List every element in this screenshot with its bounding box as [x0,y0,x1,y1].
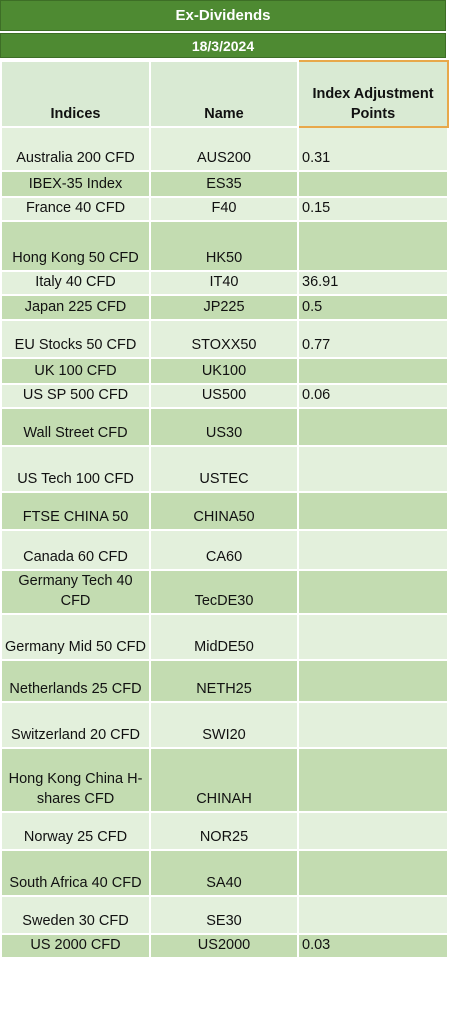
adjustment-points-cell[interactable] [297,529,449,571]
table-row: UK 100 CFD UK100 [0,357,449,385]
table-row: Wall Street CFD US30 [0,407,449,447]
name-cell[interactable]: IT40 [149,270,299,296]
name-cell[interactable]: US30 [149,407,299,447]
table-row: FTSE CHINA 50 CHINA50 [0,491,449,531]
table-row: Sweden 30 CFD SE30 [0,895,449,935]
name-cell[interactable]: CA60 [149,529,299,571]
name-cell[interactable]: TecDE30 [149,569,299,615]
adjustment-points-cell[interactable]: 36.91 [297,270,449,296]
adjustment-points-cell[interactable] [297,569,449,615]
index-cell[interactable]: Wall Street CFD [0,407,151,447]
adjustment-points-cell[interactable]: 0.15 [297,196,449,222]
name-cell[interactable]: USTEC [149,445,299,493]
name-cell[interactable]: SE30 [149,895,299,935]
index-cell[interactable]: Norway 25 CFD [0,811,151,851]
adjustment-points-cell[interactable] [297,445,449,493]
adjustment-points-cell[interactable]: 0.5 [297,294,449,321]
table-row: Germany Tech 40 CFD TecDE30 [0,569,449,615]
name-cell[interactable]: ES35 [149,170,299,198]
table-row: Germany Mid 50 CFD MidDE50 [0,613,449,661]
name-cell[interactable]: NOR25 [149,811,299,851]
table-row: Australia 200 CFD AUS200 0.31 [0,126,449,172]
index-cell[interactable]: UK 100 CFD [0,357,151,385]
adjustment-points-cell[interactable] [297,220,449,272]
ex-dividends-table: Indices Name Index Adjustment Points Aus… [0,60,449,959]
index-cell[interactable]: FTSE CHINA 50 [0,491,151,531]
table-row: EU Stocks 50 CFD STOXX50 0.77 [0,319,449,359]
table-row: Netherlands 25 CFD NETH25 [0,659,449,703]
table-row: Hong Kong China H-shares CFD CHINAH [0,747,449,813]
index-cell[interactable]: Canada 60 CFD [0,529,151,571]
table-row: Norway 25 CFD NOR25 [0,811,449,851]
index-cell[interactable]: US 2000 CFD [0,933,151,959]
name-cell[interactable]: SA40 [149,849,299,897]
index-cell[interactable]: Hong Kong China H-shares CFD [0,747,151,813]
index-cell[interactable]: US SP 500 CFD [0,383,151,409]
adjustment-points-cell[interactable] [297,357,449,385]
adjustment-points-cell[interactable] [297,170,449,198]
table-row: Hong Kong 50 CFD HK50 [0,220,449,272]
column-header-adjustment-points[interactable]: Index Adjustment Points [297,60,449,128]
adjustment-points-cell[interactable] [297,811,449,851]
table-row: Japan 225 CFD JP225 0.5 [0,294,449,321]
index-cell[interactable]: IBEX-35 Index [0,170,151,198]
table-row: Canada 60 CFD CA60 [0,529,449,571]
index-cell[interactable]: EU Stocks 50 CFD [0,319,151,359]
table-row: South Africa 40 CFD SA40 [0,849,449,897]
index-cell[interactable]: Germany Mid 50 CFD [0,613,151,661]
index-cell[interactable]: US Tech 100 CFD [0,445,151,493]
sheet-date: 18/3/2024 [0,33,446,58]
index-cell[interactable]: Italy 40 CFD [0,270,151,296]
table-row: Italy 40 CFD IT40 36.91 [0,270,449,296]
adjustment-points-cell[interactable] [297,659,449,703]
adjustment-points-cell[interactable]: 0.77 [297,319,449,359]
index-cell[interactable]: Hong Kong 50 CFD [0,220,151,272]
table-row: IBEX-35 Index ES35 [0,170,449,198]
name-cell[interactable]: NETH25 [149,659,299,703]
index-cell[interactable]: South Africa 40 CFD [0,849,151,897]
adjustment-points-cell[interactable] [297,895,449,935]
name-cell[interactable]: CHINA50 [149,491,299,531]
name-cell[interactable]: MidDE50 [149,613,299,661]
name-cell[interactable]: HK50 [149,220,299,272]
adjustment-points-cell[interactable]: 0.03 [297,933,449,959]
adjustment-points-cell[interactable] [297,701,449,749]
name-cell[interactable]: SWI20 [149,701,299,749]
column-header-indices: Indices [0,60,151,128]
index-cell[interactable]: Germany Tech 40 CFD [0,569,151,615]
column-header-name: Name [149,60,299,128]
index-cell[interactable]: Netherlands 25 CFD [0,659,151,703]
name-cell[interactable]: US500 [149,383,299,409]
name-cell[interactable]: F40 [149,196,299,222]
sheet-title: Ex-Dividends [0,0,446,31]
index-cell[interactable]: Switzerland 20 CFD [0,701,151,749]
index-cell[interactable]: Sweden 30 CFD [0,895,151,935]
index-cell[interactable]: Australia 200 CFD [0,126,151,172]
table-row: Switzerland 20 CFD SWI20 [0,701,449,749]
name-cell[interactable]: US2000 [149,933,299,959]
table-row: US Tech 100 CFD USTEC [0,445,449,493]
table-header-row: Indices Name Index Adjustment Points [0,60,449,128]
table-row: US 2000 CFD US2000 0.03 [0,933,449,959]
adjustment-points-cell[interactable] [297,407,449,447]
index-cell[interactable]: France 40 CFD [0,196,151,222]
name-cell[interactable]: CHINAH [149,747,299,813]
adjustment-points-cell[interactable]: 0.06 [297,383,449,409]
name-cell[interactable]: AUS200 [149,126,299,172]
table-row: US SP 500 CFD US500 0.06 [0,383,449,409]
adjustment-points-cell[interactable] [297,849,449,897]
table-row: France 40 CFD F40 0.15 [0,196,449,222]
adjustment-points-cell[interactable] [297,613,449,661]
adjustment-points-cell[interactable] [297,491,449,531]
name-cell[interactable]: UK100 [149,357,299,385]
adjustment-points-cell[interactable]: 0.31 [297,126,449,172]
adjustment-points-cell[interactable] [297,747,449,813]
name-cell[interactable]: JP225 [149,294,299,321]
name-cell[interactable]: STOXX50 [149,319,299,359]
index-cell[interactable]: Japan 225 CFD [0,294,151,321]
